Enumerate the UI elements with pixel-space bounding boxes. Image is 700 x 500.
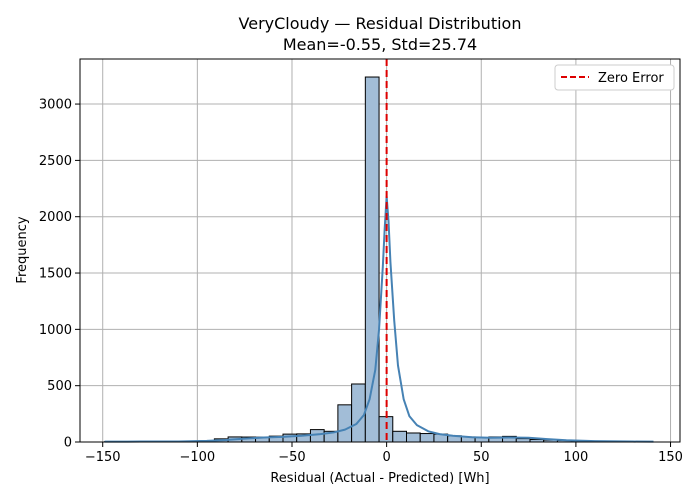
y-tick-label: 1500 [39, 267, 72, 282]
x-tick-label: −100 [179, 450, 215, 465]
y-axis-ticks: 0 500 1000 1500 2000 2500 3000 [39, 98, 80, 451]
y-tick-label: 2500 [39, 154, 72, 169]
x-tick-label: 150 [658, 450, 683, 465]
legend-label-zero-error: Zero Error [598, 71, 664, 86]
y-tick-label: 500 [47, 379, 72, 394]
x-tick-label: 0 [382, 450, 390, 465]
histogram-bar [515, 438, 531, 443]
y-tick-label: 2000 [39, 210, 72, 225]
x-tick-label: 50 [473, 450, 490, 465]
histogram-bar [337, 404, 353, 443]
chart-title-line1: VeryCloudy — Residual Distribution [239, 14, 522, 33]
y-tick-label: 0 [64, 436, 72, 451]
legend: Zero Error [554, 64, 675, 91]
y-tick-label: 1000 [39, 323, 72, 338]
y-tick-label: 3000 [39, 98, 72, 113]
x-axis-ticks: −150 −100 −50 0 50 100 150 [85, 442, 683, 465]
histogram-bar [351, 383, 366, 443]
histogram-bar [419, 433, 435, 443]
x-tick-label: −150 [85, 450, 121, 465]
chart-title-line2: Mean=-0.55, Std=25.74 [283, 35, 477, 54]
x-tick-label: 100 [563, 450, 588, 465]
x-axis-label: Residual (Actual - Predicted) [Wh] [270, 471, 489, 486]
x-tick-label: −50 [278, 450, 305, 465]
y-axis-label: Frequency [15, 216, 30, 283]
plot-frame [79, 58, 681, 443]
histogram-bar [392, 430, 407, 443]
histogram-bar [405, 432, 421, 443]
legend-box [554, 64, 675, 91]
